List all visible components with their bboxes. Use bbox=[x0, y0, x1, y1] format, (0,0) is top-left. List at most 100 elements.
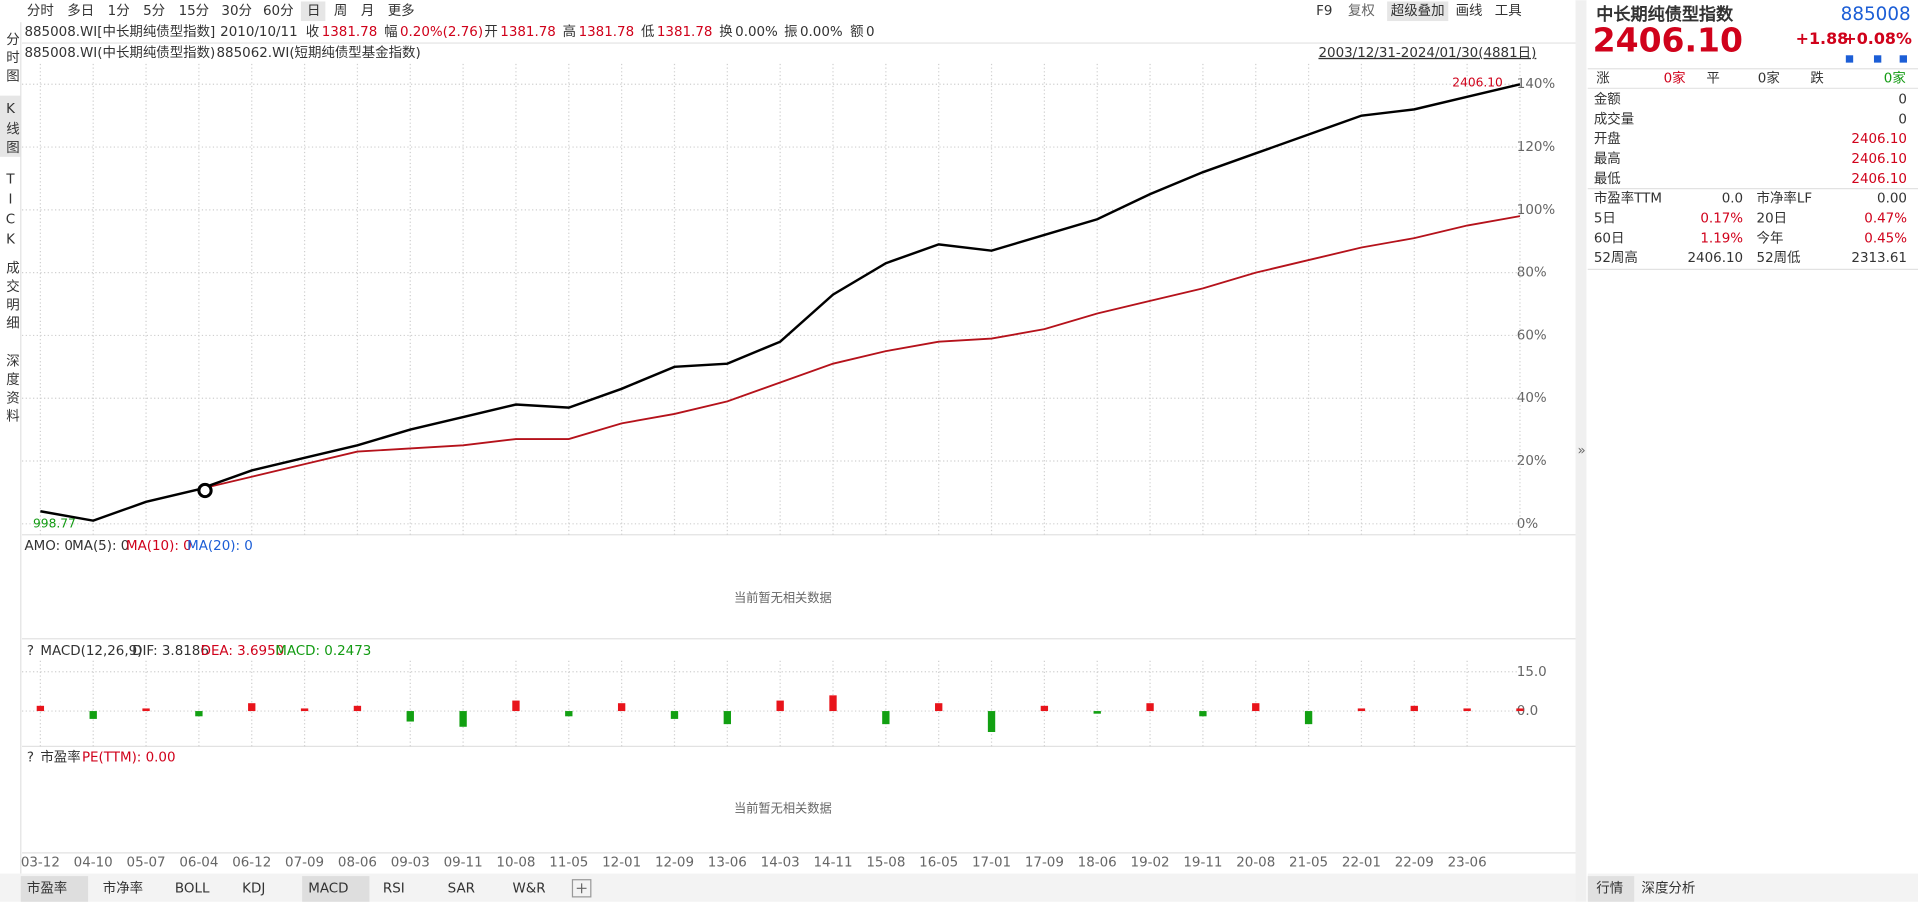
breadth-value: 0家 bbox=[1758, 70, 1780, 87]
macd-field: DIF: 3.8186 bbox=[132, 644, 209, 659]
info-label: 开 bbox=[484, 25, 497, 40]
macd-bar bbox=[1357, 708, 1366, 712]
macd-bar bbox=[300, 708, 309, 712]
macd-bar bbox=[987, 711, 996, 733]
macd-bar bbox=[248, 703, 256, 712]
breadth-label: 涨 bbox=[1596, 71, 1610, 87]
info-label: 低 bbox=[641, 24, 654, 40]
tool-button[interactable]: 超级叠加 bbox=[1391, 3, 1445, 19]
quote-value: 2406.10 bbox=[1688, 251, 1744, 266]
series-line bbox=[198, 215, 1521, 491]
quote-label: 20日 bbox=[1757, 211, 1788, 226]
info-value: 0.00% bbox=[735, 25, 778, 40]
quote-tab[interactable]: 深度分析 bbox=[1642, 880, 1696, 896]
period-tab[interactable]: 月 bbox=[361, 4, 374, 19]
quote-tab[interactable]: 行情 bbox=[1596, 880, 1623, 896]
period-tab[interactable]: 更多 bbox=[388, 2, 415, 19]
macd-bar bbox=[935, 703, 943, 712]
macd-field: MACD: 0.2473 bbox=[275, 644, 371, 659]
period-tab[interactable]: 日 bbox=[307, 4, 320, 19]
period-tab[interactable]: 1分 bbox=[108, 3, 130, 19]
empty-note: 当前暂无相关数据 bbox=[734, 800, 832, 815]
info-label: 高 bbox=[563, 23, 576, 40]
tool-button[interactable]: 工具 bbox=[1495, 4, 1522, 19]
period-tab[interactable]: 15分 bbox=[179, 3, 210, 19]
quote-change: +1.88 bbox=[1796, 29, 1849, 48]
add-tab-button[interactable] bbox=[571, 879, 592, 898]
side-tab[interactable]: 分时图 bbox=[3, 32, 20, 87]
quote-label: 最低 bbox=[1594, 171, 1621, 187]
macd-field: DEA: 3.6950 bbox=[201, 644, 285, 659]
y-tick-label: 60% bbox=[1517, 328, 1547, 343]
amo-field: MA(20): 0 bbox=[187, 539, 253, 554]
collapse-arrow[interactable]: » bbox=[1577, 443, 1585, 458]
period-tab[interactable]: 分时 bbox=[27, 3, 54, 19]
quote-icon[interactable] bbox=[1845, 55, 1854, 63]
indicator-tab[interactable]: BOLL bbox=[175, 881, 210, 896]
side-tab[interactable]: K线图 bbox=[3, 102, 20, 159]
indicator-tab[interactable]: W&R bbox=[513, 881, 546, 896]
series-line bbox=[40, 83, 1521, 522]
x-tick-label: 20-08 bbox=[1236, 856, 1275, 871]
y-tick-label: 140% bbox=[1517, 77, 1556, 92]
tool-button[interactable]: 复权 bbox=[1348, 2, 1375, 19]
side-tab[interactable]: 深度资料 bbox=[3, 354, 20, 428]
quote-price: 2406.10 bbox=[1593, 20, 1743, 59]
help-icon[interactable]: ? bbox=[27, 644, 34, 659]
x-tick-label: 11-05 bbox=[549, 856, 588, 871]
active-period-bg bbox=[300, 1, 326, 22]
indicator-tab[interactable]: SAR bbox=[448, 881, 475, 896]
macd-bar bbox=[1410, 705, 1418, 712]
macd-bar bbox=[1516, 708, 1524, 712]
quote-value: 0 bbox=[1898, 92, 1907, 107]
active-right-tab-bg bbox=[1587, 876, 1635, 902]
indicator-tab[interactable]: KDJ bbox=[242, 881, 265, 896]
macd-title: MACD(12,26,9) bbox=[40, 644, 142, 659]
help-icon[interactable]: ? bbox=[27, 750, 34, 765]
quote-value: 2406.10 bbox=[1851, 172, 1907, 187]
info-date: 2010/10/11 bbox=[220, 25, 297, 40]
quote-label: 52周低 bbox=[1757, 250, 1801, 266]
period-tab[interactable]: 60分 bbox=[263, 3, 294, 19]
tool-button[interactable]: F9 bbox=[1316, 4, 1332, 19]
pe-title: 市盈率 bbox=[40, 748, 80, 765]
x-tick-label: 22-01 bbox=[1342, 856, 1381, 871]
macd-bar bbox=[512, 700, 520, 712]
x-tick-label: 08-06 bbox=[338, 856, 377, 871]
quote-label: 金额 bbox=[1594, 91, 1621, 107]
date-range[interactable]: 2003/12/31-2024/01/30(4881日) bbox=[1318, 46, 1536, 61]
indicator-tab[interactable]: RSI bbox=[383, 881, 405, 896]
cursor-marker[interactable] bbox=[197, 482, 213, 499]
side-tab[interactable]: 成交明细 bbox=[3, 261, 20, 335]
min-label: 998.77 bbox=[33, 516, 76, 530]
macd-bar bbox=[723, 711, 731, 725]
y-tick-label: 100% bbox=[1517, 203, 1556, 218]
x-tick-label: 21-05 bbox=[1289, 856, 1328, 871]
quote-value: 0.45% bbox=[1864, 231, 1907, 246]
indicator-tab[interactable]: 市净率 bbox=[103, 879, 143, 896]
quote-label: 5日 bbox=[1594, 211, 1616, 226]
y-tick-label: 0.0 bbox=[1517, 704, 1538, 719]
quote-icon[interactable] bbox=[1899, 55, 1907, 63]
quote-label: 成交量 bbox=[1594, 110, 1634, 127]
x-tick-label: 14-03 bbox=[761, 856, 800, 871]
amo-field: MA(10): 0 bbox=[126, 539, 192, 554]
period-tab[interactable]: 5分 bbox=[143, 3, 165, 19]
x-tick-label: 06-12 bbox=[232, 856, 271, 871]
x-tick-label: 14-11 bbox=[813, 856, 852, 871]
indicator-tab[interactable]: 市盈率 bbox=[27, 879, 67, 896]
info-label: 收 bbox=[306, 24, 319, 40]
indicator-tab[interactable]: MACD bbox=[308, 881, 348, 896]
period-tab[interactable]: 多日 bbox=[67, 2, 94, 19]
active-tab-bg bbox=[302, 876, 370, 902]
quote-icon[interactable] bbox=[1873, 55, 1882, 63]
period-tab[interactable]: 周 bbox=[334, 4, 347, 19]
panel-splitter[interactable] bbox=[1575, 0, 1587, 902]
period-tab[interactable]: 30分 bbox=[221, 3, 252, 19]
side-tab[interactable]: TICK bbox=[3, 173, 18, 253]
active-tool-bg bbox=[1387, 1, 1449, 22]
tool-button[interactable]: 画线 bbox=[1456, 3, 1483, 19]
info-value: 0.00% bbox=[800, 25, 843, 40]
